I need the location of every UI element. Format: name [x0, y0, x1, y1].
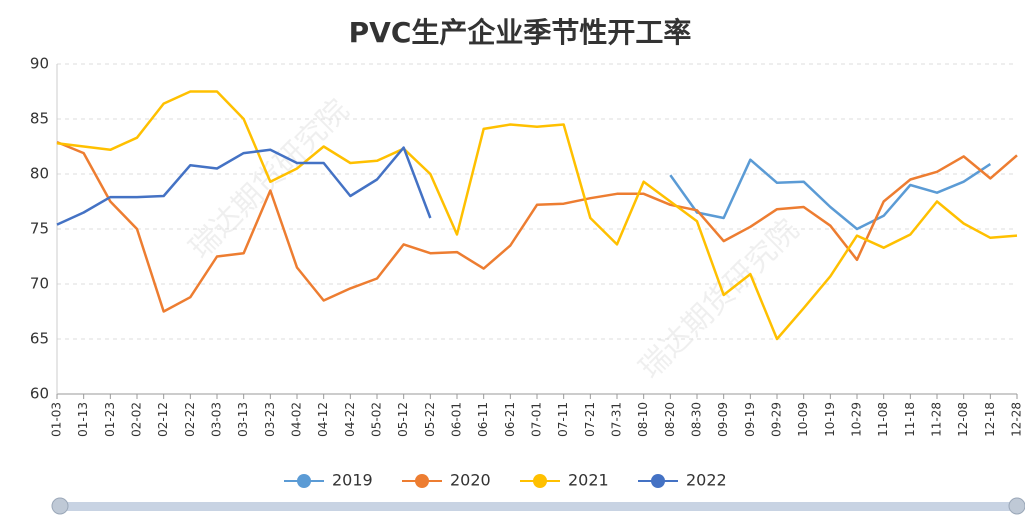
y-tick-label: 75 — [30, 220, 49, 238]
x-tick-label: 02-22 — [183, 402, 197, 437]
legend-marker — [415, 474, 429, 488]
x-tick-label: 06-11 — [476, 402, 490, 437]
legend-item[interactable]: 2021 — [520, 471, 609, 490]
scroll-handle[interactable] — [51, 497, 69, 515]
x-tick-label: 07-11 — [556, 402, 570, 437]
x-tick-label: 07-21 — [583, 402, 597, 437]
x-tick-label: 11-08 — [876, 402, 890, 437]
x-tick-label: 12-28 — [1010, 402, 1024, 437]
x-tick-label: 04-12 — [316, 402, 330, 437]
y-tick-label: 60 — [30, 385, 49, 403]
x-tick-label: 04-22 — [343, 402, 357, 437]
x-tick-label: 11-18 — [903, 402, 917, 437]
series-line — [56, 140, 1018, 313]
scroll-handle[interactable] — [1008, 497, 1025, 515]
x-tick-label: 09-29 — [770, 402, 784, 437]
x-tick-label: 06-21 — [503, 402, 517, 437]
legend-item[interactable]: 2019 — [284, 471, 373, 490]
x-tick-label: 08-10 — [636, 402, 650, 437]
x-tick-label: 03-03 — [210, 402, 224, 437]
x-tick-label: 03-23 — [263, 402, 277, 437]
series-line — [56, 146, 432, 226]
chart-title: PVC生产企业季节性开工率 — [349, 16, 692, 49]
x-tick-label: 02-12 — [156, 402, 170, 437]
x-tick-label: 05-12 — [396, 402, 410, 437]
series-line — [56, 90, 1018, 341]
x-tick-label: 10-09 — [796, 402, 810, 437]
x-tick-label: 05-22 — [423, 402, 437, 437]
y-tick-label: 65 — [30, 330, 49, 348]
legend-marker — [297, 474, 311, 488]
legend-label: 2019 — [332, 471, 373, 490]
legend-marker — [651, 474, 665, 488]
x-tick-label: 03-13 — [236, 402, 250, 437]
x-tick-label: 07-31 — [610, 402, 624, 437]
x-tick-label: 02-02 — [130, 402, 144, 437]
x-tick-label: 08-20 — [663, 402, 677, 437]
y-tick-label: 70 — [30, 275, 49, 293]
legend-label: 2022 — [686, 471, 727, 490]
legend-label: 2020 — [450, 471, 491, 490]
x-tick-label: 01-13 — [76, 402, 90, 437]
x-tick-label: 10-29 — [850, 402, 864, 437]
legend-item[interactable]: 2020 — [402, 471, 491, 490]
series-line — [669, 158, 992, 231]
x-tick-label: 12-08 — [956, 402, 970, 437]
x-tick-label: 05-02 — [370, 402, 384, 437]
y-tick-label: 90 — [30, 55, 49, 73]
x-tick-label: 10-19 — [823, 402, 837, 437]
x-tick-label: 01-23 — [103, 402, 117, 437]
x-tick-label: 12-18 — [983, 402, 997, 437]
legend-item[interactable]: 2022 — [638, 471, 727, 490]
x-tick-label: 09-19 — [743, 402, 757, 437]
x-tick-label: 09-09 — [716, 402, 730, 437]
watermark: 瑞达期货研究院 — [633, 213, 806, 386]
x-tick-label: 06-01 — [450, 402, 464, 437]
x-tick-label: 07-01 — [530, 402, 544, 437]
scroll-track — [58, 502, 1018, 511]
legend-marker — [533, 474, 547, 488]
x-tick-label: 01-03 — [50, 402, 64, 437]
scrollbar[interactable] — [51, 497, 1025, 515]
legend-label: 2021 — [568, 471, 609, 490]
x-tick-label: 08-30 — [690, 402, 704, 437]
x-tick-label: 11-28 — [930, 402, 944, 437]
y-tick-label: 85 — [30, 110, 49, 128]
x-tick-label: 04-02 — [290, 402, 304, 437]
y-tick-label: 80 — [30, 165, 49, 183]
